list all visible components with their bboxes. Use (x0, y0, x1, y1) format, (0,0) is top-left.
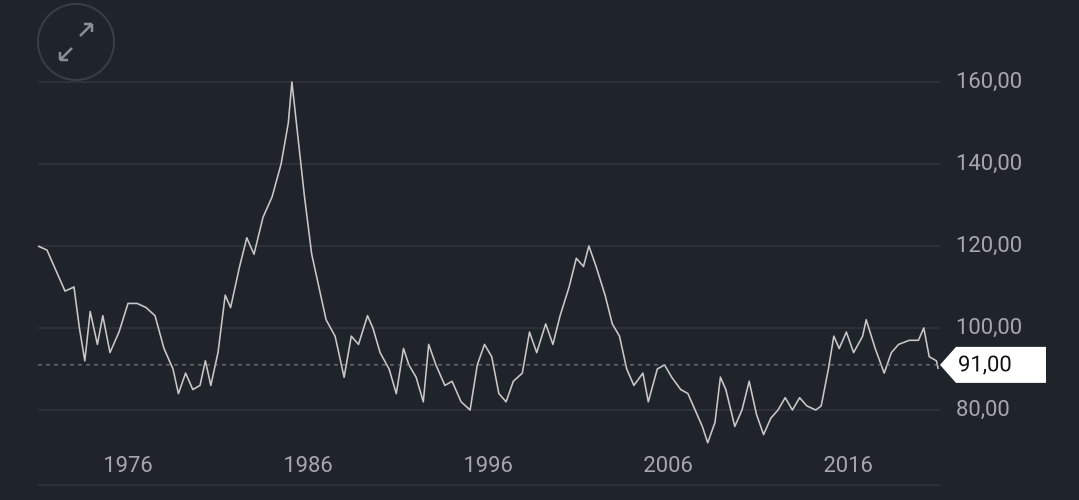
expand-button-circle[interactable] (37, 3, 115, 81)
y-tick-label: 100,00 (956, 315, 1022, 340)
x-tick-label: 1976 (103, 453, 152, 478)
current-value-tag (940, 346, 1046, 383)
x-tick-label: 1996 (463, 453, 512, 478)
expand-button[interactable] (37, 3, 115, 81)
x-tick-label: 2016 (823, 453, 872, 478)
x-tick-label: 2006 (643, 453, 692, 478)
price-line (37, 81, 939, 444)
y-tick-label: 160,00 (956, 69, 1022, 94)
x-tick-label: 1986 (283, 453, 332, 478)
y-tick-label: 140,00 (956, 151, 1022, 176)
y-tick-label: 80,00 (956, 397, 1010, 422)
expand-icon[interactable] (58, 22, 94, 62)
y-tick-label: 120,00 (956, 233, 1022, 258)
current-value-label: 91,00 (958, 353, 1012, 378)
